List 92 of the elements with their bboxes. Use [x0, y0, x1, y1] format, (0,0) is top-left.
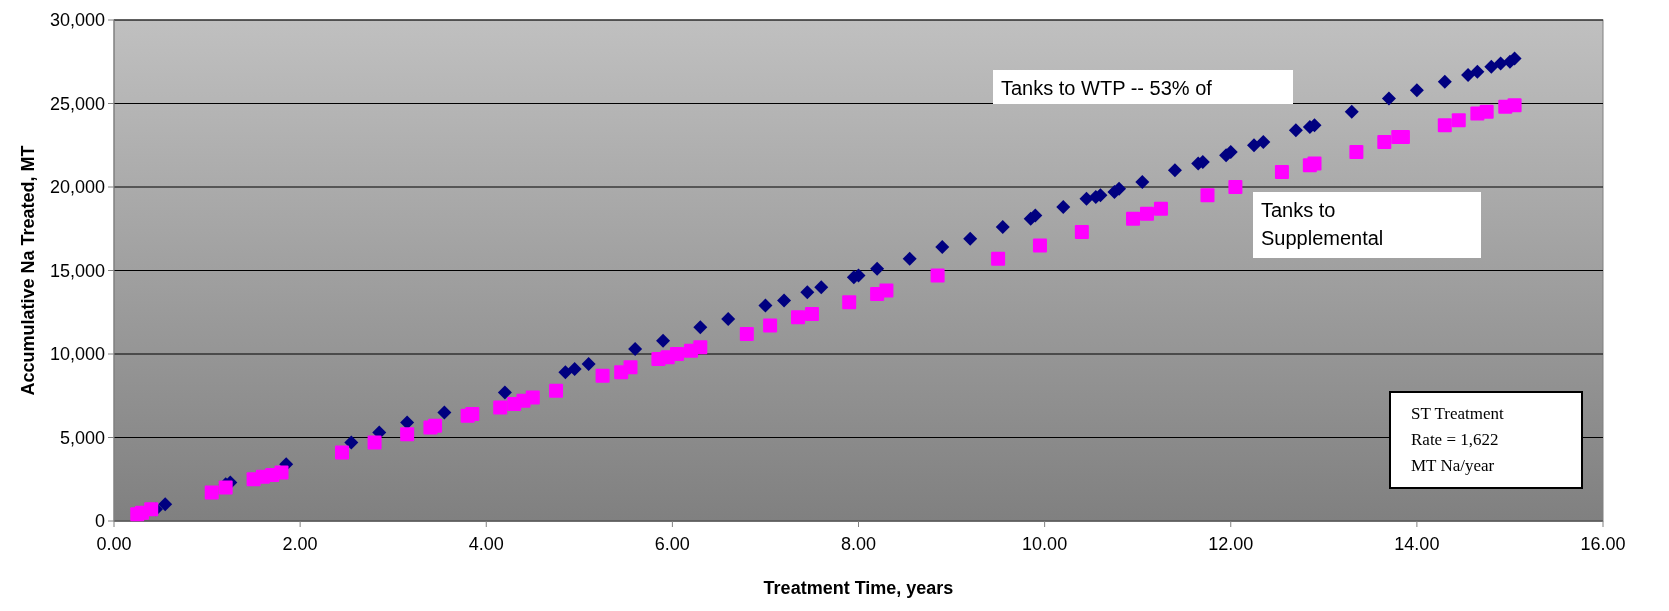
y-tick-label: 15,000: [49, 260, 105, 281]
point: [400, 415, 415, 430]
point: [1451, 113, 1466, 128]
point: [1074, 225, 1089, 240]
point: [902, 251, 917, 266]
annotation: ST Treatment Rate = 1,622 MT Na/year: [1411, 404, 1504, 475]
point: [758, 298, 773, 313]
point: [1381, 91, 1396, 106]
point: [721, 311, 736, 326]
point: [1484, 59, 1499, 74]
x-tick-label: 16.00: [1580, 534, 1626, 554]
point: [1409, 83, 1424, 98]
point: [804, 306, 819, 321]
point: [1167, 163, 1182, 178]
point: [1274, 164, 1289, 179]
point: [1032, 238, 1047, 253]
point: [1349, 144, 1364, 159]
point: [842, 295, 857, 310]
point: [1256, 134, 1271, 149]
point: [693, 340, 708, 355]
point: [870, 261, 885, 276]
point: [1139, 206, 1154, 221]
y-tick-label: 0: [94, 511, 105, 531]
x-tick-label: 2.00: [282, 534, 318, 554]
point: [1247, 138, 1262, 153]
point: [1479, 104, 1494, 119]
point: [800, 285, 815, 300]
point: [344, 435, 359, 450]
x-tick-label: 8.00: [840, 534, 877, 554]
point: [1377, 134, 1392, 149]
point: [935, 240, 950, 255]
point: [204, 485, 219, 500]
point: [1228, 180, 1243, 194]
y-tick-label: 5,000: [59, 427, 105, 448]
x-tick-label: 10.00: [1022, 534, 1068, 554]
y-tick-label: 30,000: [49, 10, 105, 30]
point: [791, 310, 806, 325]
x-tick-label: 14.00: [1394, 534, 1440, 554]
point: [549, 383, 564, 398]
x-tick-label: 4.00: [468, 534, 504, 554]
x-tick-label: 6.00: [654, 534, 690, 554]
point: [497, 385, 512, 400]
point: [879, 283, 894, 298]
point: [1507, 98, 1522, 113]
point: [963, 231, 978, 246]
point: [144, 502, 159, 517]
x-tick-label: 0.00: [96, 534, 132, 554]
y-tick-label: 20,000: [49, 177, 105, 197]
point: [628, 341, 643, 356]
series-label: Tanks to Supplemental: [1261, 199, 1384, 249]
point: [1437, 74, 1452, 89]
point: [1437, 118, 1452, 133]
point: [739, 326, 754, 341]
point: [367, 435, 382, 450]
point: [400, 427, 415, 442]
point: [991, 251, 1006, 266]
point: [1307, 156, 1322, 171]
x-tick-label: 12.00: [1208, 534, 1254, 554]
point: [1461, 68, 1476, 83]
point: [595, 368, 610, 383]
point: [656, 333, 671, 348]
point: [581, 357, 596, 372]
point: [437, 405, 452, 420]
point: [428, 418, 443, 433]
point: [558, 365, 573, 380]
x-axis-title: Treatment Time, years: [763, 578, 954, 598]
point: [158, 497, 173, 512]
y-tick-label: 25,000: [49, 93, 105, 114]
point: [1153, 201, 1168, 216]
point: [1056, 200, 1071, 215]
point: [493, 400, 508, 415]
point: [763, 318, 778, 333]
point: [1470, 64, 1485, 79]
point: [930, 268, 945, 283]
point: [814, 280, 829, 295]
point: [567, 362, 582, 377]
point: [623, 360, 638, 375]
point: [274, 465, 289, 480]
point: [1126, 211, 1141, 226]
point: [995, 220, 1010, 235]
point: [777, 293, 792, 308]
point: [693, 320, 708, 335]
y-axis-title: Accumulative Na Treated, MT: [18, 145, 38, 396]
point: [525, 390, 540, 405]
y-tick-label: 10,000: [49, 344, 105, 364]
point: [1200, 188, 1215, 203]
point: [1344, 104, 1359, 119]
point: [1135, 174, 1150, 189]
text: Tanks to WTP -- 53% of: [1001, 77, 1213, 99]
point: [335, 445, 349, 460]
point: [465, 407, 480, 422]
point: [1288, 123, 1303, 138]
